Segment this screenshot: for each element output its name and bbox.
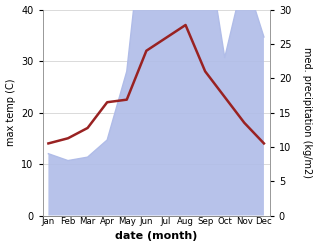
Y-axis label: med. precipitation (kg/m2): med. precipitation (kg/m2) [302,47,313,178]
Y-axis label: max temp (C): max temp (C) [5,79,16,146]
X-axis label: date (month): date (month) [115,231,197,242]
